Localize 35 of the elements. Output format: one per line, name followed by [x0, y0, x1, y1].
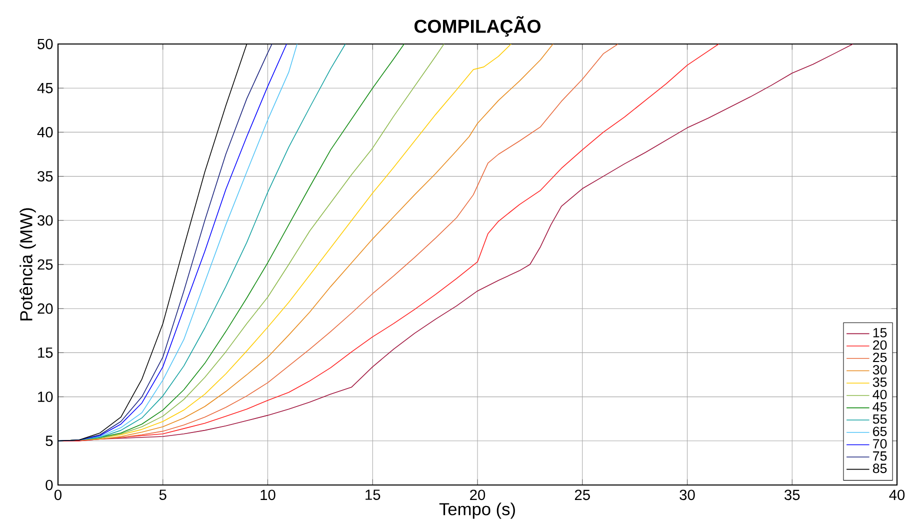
x-tick-label: 35 [784, 490, 800, 500]
legend-label: 35 [872, 377, 887, 387]
legend-label: 65 [873, 426, 887, 436]
legend-label: 75 [873, 451, 887, 461]
y-tick-label: 15 [38, 348, 53, 358]
legend-label: 85 [872, 464, 887, 474]
chart-title: COMPILAÇÃO [414, 16, 540, 37]
legend-label: 45 [872, 402, 887, 412]
y-tick-label: 0 [46, 480, 53, 490]
x-tick-label: 10 [260, 490, 276, 500]
y-axis-title: Potência (MW) [20, 208, 36, 320]
x-tick-label: 0 [54, 490, 62, 500]
y-tick-label: 10 [38, 392, 53, 402]
y-tick-label: 40 [37, 127, 53, 138]
y-tick-label: 45 [37, 82, 53, 94]
legend-label: 15 [873, 328, 887, 338]
y-tick-label: 35 [38, 171, 53, 182]
x-tick-label: 25 [574, 490, 590, 500]
x-tick-label: 5 [159, 490, 166, 500]
legend-label: 70 [873, 439, 887, 448]
y-tick-label: 30 [38, 215, 53, 226]
y-tick-label: 50 [38, 38, 53, 50]
x-tick-label: 20 [470, 490, 486, 500]
y-tick-label: 5 [46, 436, 53, 446]
legend-label: 55 [872, 414, 887, 424]
legend-label: 20 [873, 340, 887, 350]
legend-label: 25 [873, 352, 887, 362]
x-tick-label: 40 [889, 490, 905, 500]
y-tick-label: 20 [38, 303, 53, 314]
x-tick-label: 30 [680, 490, 695, 500]
legend-label: 40 [872, 390, 887, 400]
x-tick-label: 15 [366, 490, 380, 500]
y-tick-label: 25 [38, 259, 53, 270]
legend-label: 30 [872, 365, 887, 375]
x-axis-title: Tempo (s) [439, 502, 515, 519]
